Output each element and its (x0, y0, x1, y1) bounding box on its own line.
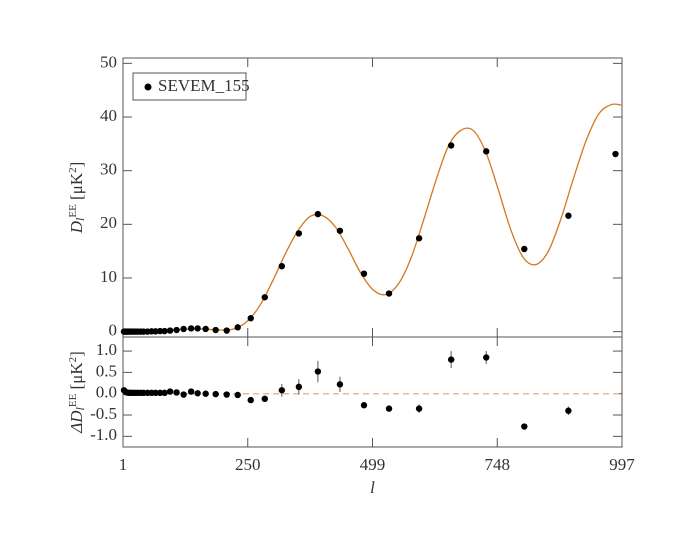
data-point (278, 387, 286, 394)
y-tick-label: -1.0 (90, 425, 117, 444)
y-axis-label-part: l (73, 407, 87, 411)
y-tick-label: 40 (100, 106, 117, 125)
y-axis-label-part: [μK (67, 172, 86, 204)
y-axis-label-part: EE (67, 393, 79, 407)
data-point (247, 396, 254, 404)
legend-label: SEVEM_155 (158, 76, 250, 95)
data-point (234, 391, 241, 399)
data-point (447, 142, 455, 149)
y-axis-label-part: ] (67, 351, 86, 357)
data-point (166, 327, 174, 334)
data-point (187, 325, 195, 332)
data-point (385, 290, 393, 297)
data-point (483, 148, 490, 155)
data-point (612, 150, 619, 158)
data-point (314, 210, 322, 218)
data-point (314, 368, 322, 375)
data-point (261, 294, 268, 301)
data-point (180, 325, 187, 333)
y-axis-label-part: ] (67, 162, 86, 168)
data-point (360, 402, 368, 409)
data-point (173, 326, 180, 334)
data-point (156, 389, 164, 397)
data-point (187, 388, 195, 395)
data-point (194, 325, 201, 332)
y-tick-label: 0 (109, 321, 118, 340)
y-tick-label: 30 (100, 160, 117, 179)
data-point (156, 327, 164, 335)
data-point (180, 391, 187, 398)
data-point (234, 324, 241, 331)
y-tick-label: 1.0 (96, 340, 117, 359)
data-point (565, 407, 572, 414)
y-axis-label-part: EE (67, 204, 79, 218)
data-point (385, 405, 393, 412)
y-tick-label: 0.5 (96, 361, 117, 380)
data-point (483, 354, 490, 361)
y-tick-label: 50 (100, 52, 117, 71)
data-point (336, 381, 344, 388)
data-point (521, 423, 528, 430)
y-tick-label: 10 (100, 267, 117, 286)
x-tick-label: 499 (360, 455, 386, 474)
data-point (223, 327, 230, 334)
y-tick-label: 0.0 (96, 383, 117, 402)
data-point (173, 389, 180, 396)
x-tick-label: 250 (235, 455, 261, 474)
data-point (295, 383, 303, 391)
theory-curve (122, 103, 623, 333)
data-point (161, 327, 168, 335)
data-point (212, 390, 219, 398)
data-point (360, 270, 368, 277)
y-tick-label: -0.5 (90, 404, 117, 423)
data-point (565, 212, 572, 219)
data-point (223, 391, 230, 398)
data-point (212, 326, 219, 334)
data-point (247, 315, 254, 322)
data-point (295, 230, 303, 237)
data-point (415, 405, 423, 412)
data-point (278, 262, 286, 270)
y-axis-label: ΔDlEE [μK2] (67, 351, 87, 434)
x-axis-label: l (370, 478, 375, 497)
y-axis-label-part: D (67, 220, 86, 234)
legend-marker (144, 83, 152, 91)
x-tick-label: 748 (485, 455, 511, 474)
data-point (261, 395, 268, 403)
y-tick-label: 20 (100, 213, 117, 232)
data-point (194, 390, 201, 397)
data-point (521, 245, 528, 253)
x-tick-label: 1 (119, 455, 128, 474)
y-axis-label-part: 2 (67, 357, 79, 363)
data-point (161, 389, 168, 397)
data-point (166, 388, 174, 395)
y-axis-label: DlEE [μK2] (67, 162, 87, 235)
y-axis-label-part: ΔD (67, 410, 86, 434)
data-point (415, 235, 423, 242)
y-axis-label-part: [μK (67, 362, 86, 394)
y-axis-label-part: 2 (67, 167, 79, 173)
y-axis-label-part: l (73, 217, 87, 221)
x-tick-label: 997 (609, 455, 635, 474)
data-point (202, 390, 209, 397)
data-point (202, 325, 209, 333)
data-point (336, 227, 344, 234)
data-point (152, 389, 159, 397)
legend-box (132, 72, 247, 101)
data-point (447, 356, 455, 363)
